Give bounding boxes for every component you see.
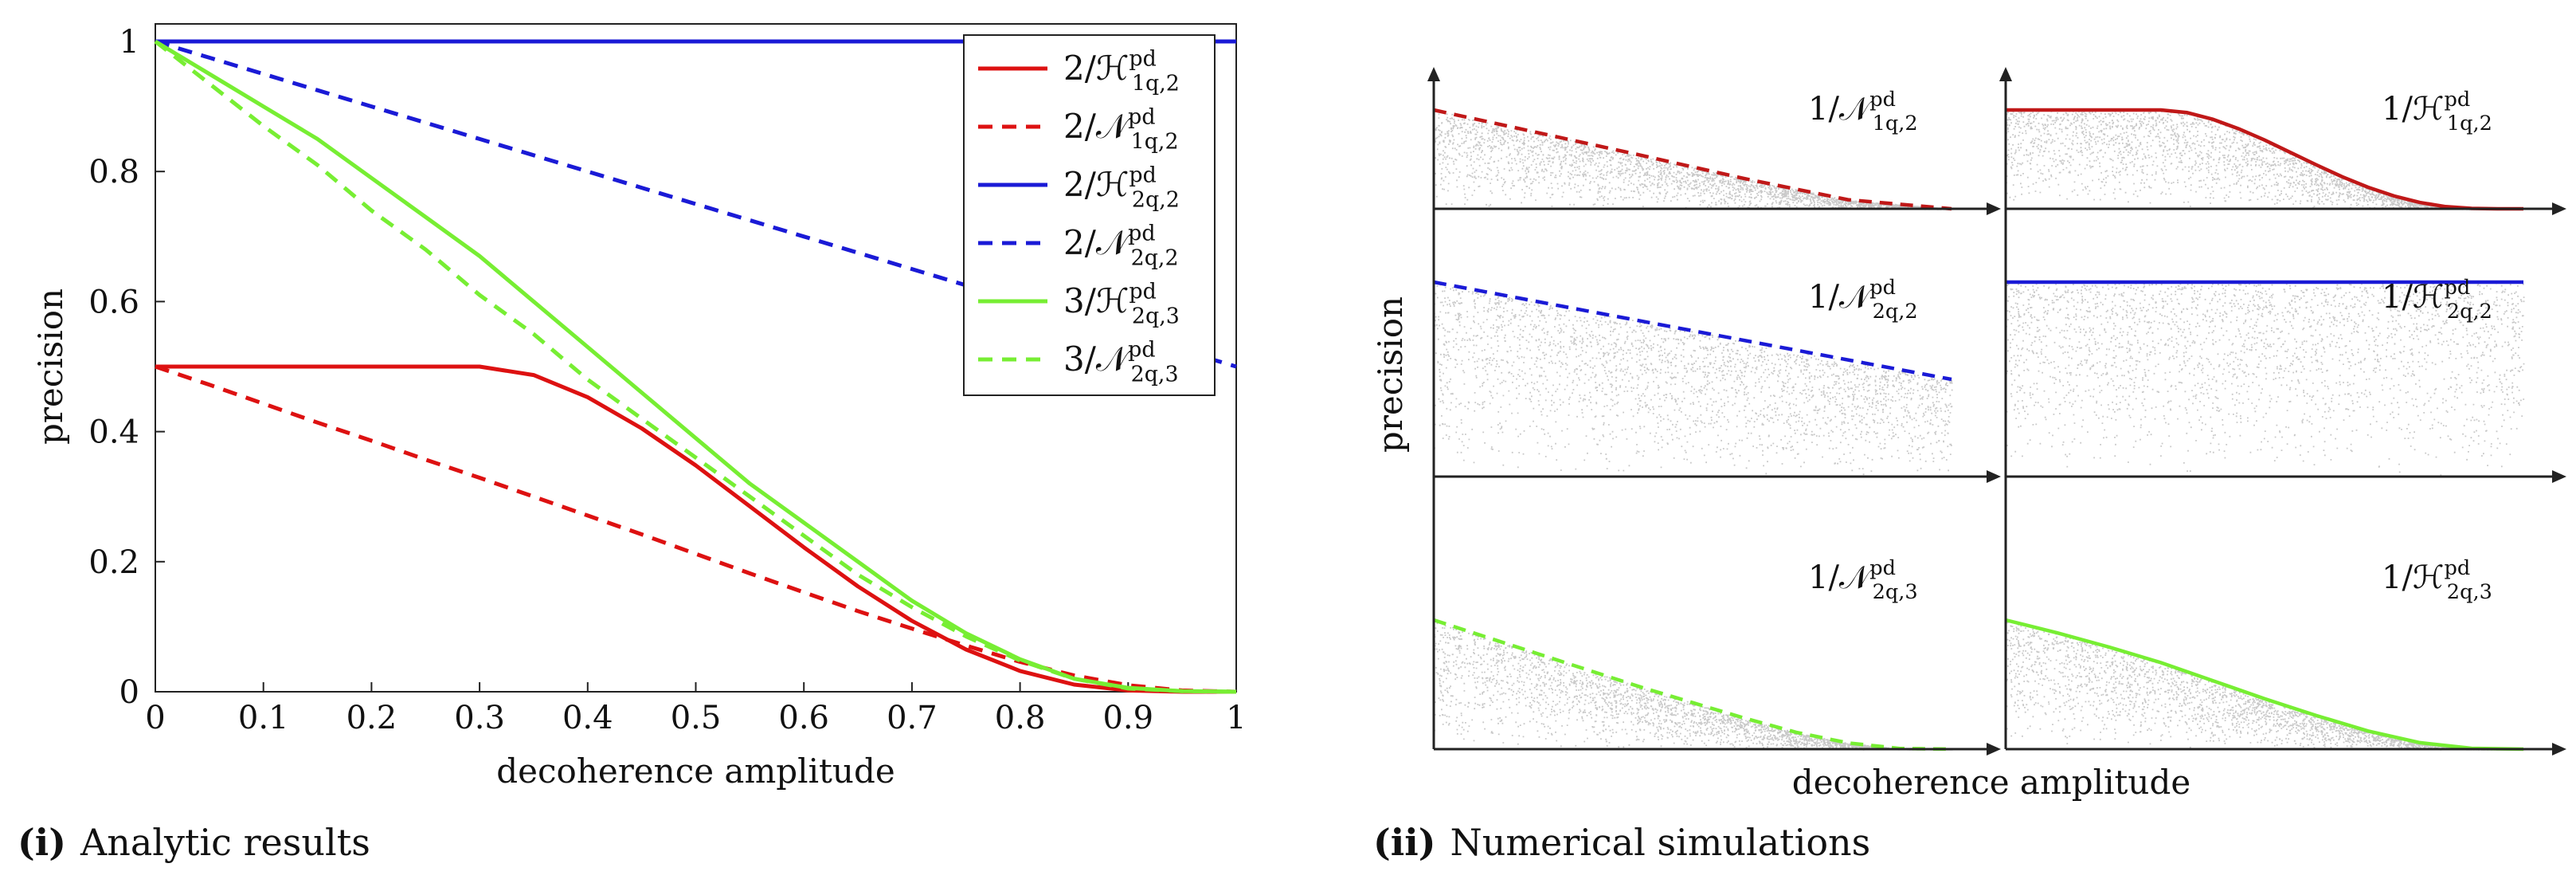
panel-curve xyxy=(2006,108,2523,211)
y-tick-label: 1 xyxy=(119,24,139,61)
panel-label: 1/ℋpd 2q,3 xyxy=(2382,556,2492,604)
series-line-1 xyxy=(155,364,1237,694)
y-tick-label: 0.2 xyxy=(88,544,139,581)
simulation-panel: 1/ℋpd 2q,3 xyxy=(2005,556,2566,756)
simulation-panel: 1/𝒩pd 2q,2 xyxy=(1433,276,2001,483)
arrow-icon xyxy=(2552,743,2566,756)
arrow-icon xyxy=(2552,202,2566,215)
simulation-panel: 1/𝒩pd 2q,3 xyxy=(1433,556,2001,756)
panel-label: 1/ℋpd 1q,2 xyxy=(2382,88,2492,135)
series-line-0 xyxy=(155,364,1236,694)
sample-points xyxy=(2006,282,2525,477)
caption-tag: (i) xyxy=(18,821,67,864)
y-tick-label: 0.8 xyxy=(88,154,139,190)
x-tick-label: 0 xyxy=(145,700,165,736)
simulation-panel: 1/𝒩pd 1q,2 xyxy=(1433,88,2001,215)
x-tick-label: 1 xyxy=(1226,700,1246,736)
x-tick-label: 0.3 xyxy=(454,700,505,736)
legend-label: 2/𝒩pd 2q,2 xyxy=(1063,221,1179,270)
panel-curve xyxy=(2005,618,2524,752)
arrow-icon xyxy=(1987,202,2001,215)
caption-numerical: (ii) Numerical simulations xyxy=(1373,821,1870,864)
caption-text: Numerical simulations xyxy=(1450,821,1871,864)
x-tick-label: 0.8 xyxy=(995,700,1046,736)
x-tick-label: 0.5 xyxy=(671,700,722,736)
x-axis-label: decoherence amplitude xyxy=(496,752,895,791)
arrow-icon xyxy=(1999,67,2012,81)
arrow-icon xyxy=(2552,470,2566,483)
simulation-panel: 1/ℋpd 1q,2 xyxy=(2006,88,2566,215)
sample-points xyxy=(2006,110,2499,210)
sample-points xyxy=(1434,284,1953,476)
x-tick-label: 0.6 xyxy=(778,700,829,736)
x-tick-label: 0.9 xyxy=(1102,700,1153,736)
sample-points xyxy=(1434,622,1953,751)
legend-label: 2/ℋpd 2q,2 xyxy=(1063,163,1180,212)
x-axis-label: decoherence amplitude xyxy=(1792,763,2190,802)
legend-label: 3/𝒩pd 2q,3 xyxy=(1063,337,1179,387)
arrow-icon xyxy=(1987,470,2001,483)
simulation-panel: 1/ℋpd 2q,2 xyxy=(2006,276,2566,483)
x-tick-label: 0.4 xyxy=(562,700,613,736)
x-tick-label: 0.1 xyxy=(238,700,289,736)
caption-text: Analytic results xyxy=(80,821,370,864)
legend-label: 2/ℋpd 1q,2 xyxy=(1063,46,1180,96)
series-line-5 xyxy=(154,40,1237,694)
legend-box xyxy=(963,34,1216,396)
caption-analytic: (i) Analytic results xyxy=(18,821,370,864)
y-tick-label: 0.4 xyxy=(88,414,139,451)
arrow-icon xyxy=(1987,743,2001,756)
analytic-results-chart: 0 0.1 0.2 0.3 0.4 0.5 0.6 0.7 0.8 0.9 1 0 0.2 0.4 0.6 0… xyxy=(31,23,1247,791)
panel-label: 1/𝒩pd 2q,3 xyxy=(1808,556,1918,604)
x-tick-label: 0.7 xyxy=(887,700,938,736)
arrow-icon xyxy=(1427,67,1440,81)
numerical-simulations-chart: 1/𝒩pd 1q,2 1/ℋpd 1q,2 1/𝒩pd 2q,2 1/ℋpd 2q,2 1/𝒩p… xyxy=(1371,67,2566,802)
panel-curve xyxy=(1433,108,1952,211)
panel-label: 1/ℋpd 2q,2 xyxy=(2382,276,2492,324)
caption-tag: (ii) xyxy=(1373,821,1436,864)
y-tick-label: 0 xyxy=(119,674,139,711)
y-axis-label: precision xyxy=(1371,296,1410,453)
legend-label: 2/𝒩pd 1q,2 xyxy=(1063,104,1179,154)
panel-label: 1/𝒩pd 2q,2 xyxy=(1808,276,1918,324)
legend-label: 3/ℋpd 2q,3 xyxy=(1063,279,1180,328)
y-axis-label: precision xyxy=(31,288,70,445)
panel-curve xyxy=(1433,618,1952,752)
panel-curve xyxy=(1433,280,1952,382)
y-tick-label: 0.6 xyxy=(88,284,139,320)
panel-label: 1/𝒩pd 1q,2 xyxy=(1808,88,1918,135)
x-tick-label: 0.2 xyxy=(346,700,397,736)
